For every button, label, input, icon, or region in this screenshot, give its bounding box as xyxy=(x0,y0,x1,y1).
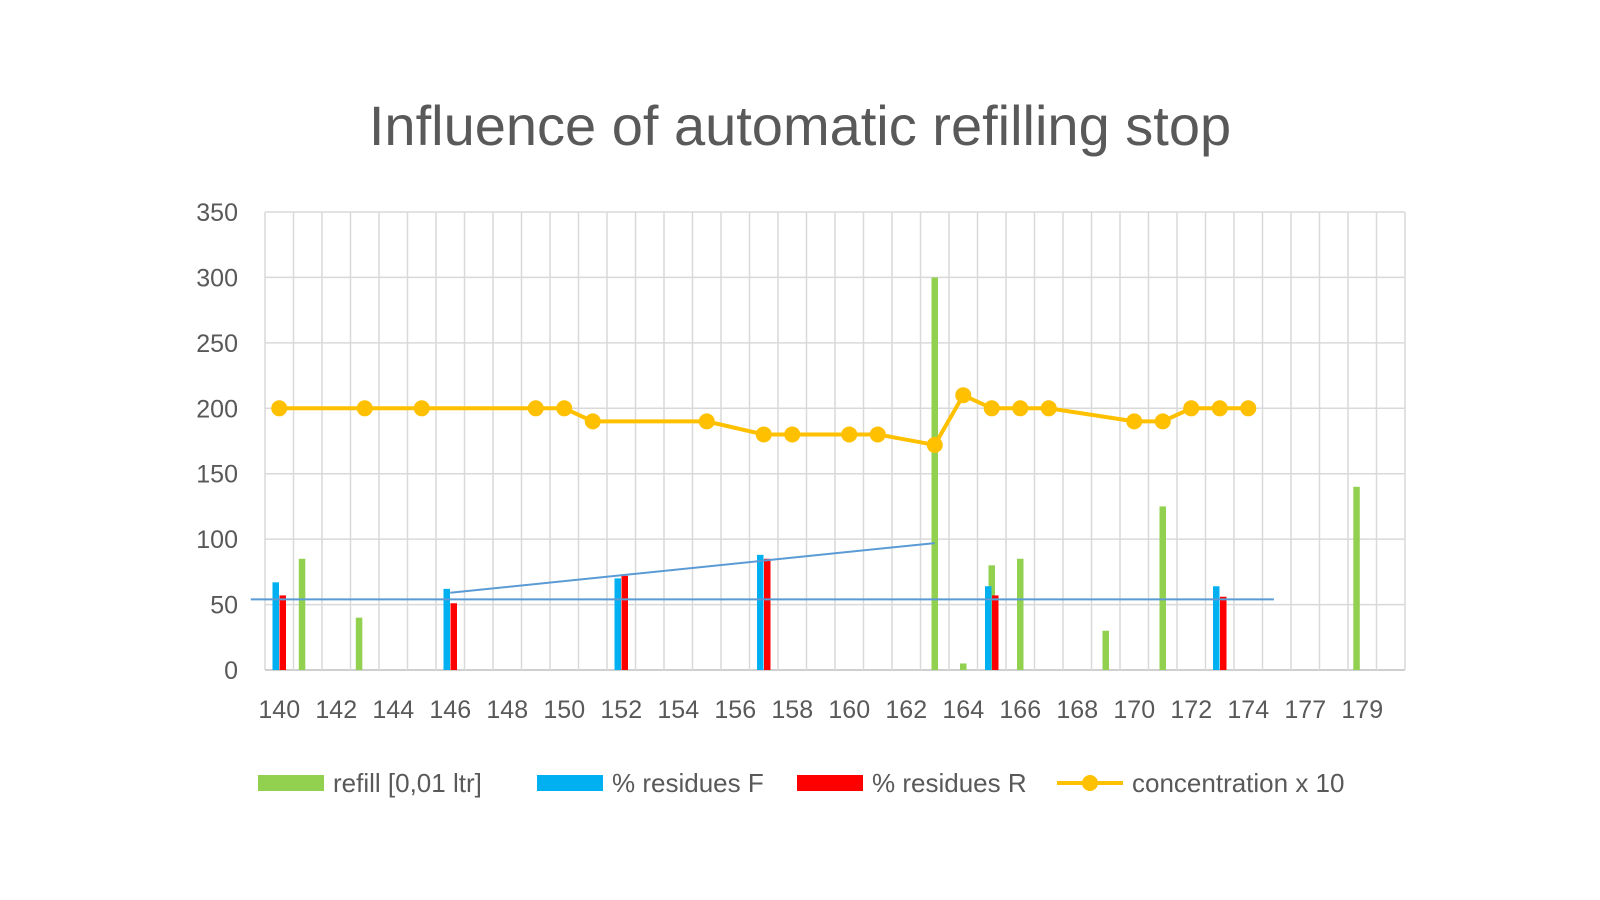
line-point xyxy=(1126,413,1143,430)
line-point xyxy=(584,413,601,430)
bar-residues-r xyxy=(992,595,999,670)
bar-residues-r xyxy=(279,595,286,670)
legend-item: refill [0,01 ltr] xyxy=(258,768,482,798)
legend: refill [0,01 ltr] % residues F % residues … xyxy=(258,768,1344,798)
x-tick-label: 162 xyxy=(885,696,927,724)
x-tick-label: 150 xyxy=(543,696,585,724)
x-tick-label: 168 xyxy=(1056,696,1098,724)
legend-item: % residues F xyxy=(537,768,764,798)
x-tick-label: 140 xyxy=(258,696,300,724)
y-tick-label: 250 xyxy=(196,330,238,358)
bar-residues-f xyxy=(272,582,279,670)
bar-residues-f xyxy=(443,588,450,670)
x-tick-label: 164 xyxy=(942,696,984,724)
x-tick-label: 144 xyxy=(372,696,414,724)
legend-label: % residues R xyxy=(872,768,1027,798)
line-point xyxy=(527,400,544,417)
line-point xyxy=(356,400,373,417)
y-tick-label: 300 xyxy=(196,264,238,292)
bar-refill-0-01-ltr xyxy=(960,663,967,670)
bar-refill-0-01-ltr xyxy=(988,565,995,670)
legend-item: % residues R xyxy=(797,768,1027,798)
x-tick-label: 177 xyxy=(1284,696,1326,724)
line-point xyxy=(841,426,858,443)
bar-refill-0-01-ltr xyxy=(1102,630,1109,670)
x-tick-label: 179 xyxy=(1341,696,1383,724)
line-point xyxy=(955,387,972,404)
legend-item: concentration x 10 xyxy=(1057,768,1344,798)
y-tick-label: 100 xyxy=(196,526,238,554)
line-point xyxy=(1211,400,1228,417)
line-point xyxy=(556,400,573,417)
x-tick-label: 170 xyxy=(1113,696,1155,724)
bar-residues-r xyxy=(450,603,457,670)
x-tick-label: 146 xyxy=(429,696,471,724)
y-axis-ticks: 0 50 100 150 200 250 300 350 xyxy=(196,199,238,685)
bar-residues-f xyxy=(985,586,992,670)
line-point xyxy=(755,426,772,443)
y-tick-label: 200 xyxy=(196,395,238,423)
bar-residues-f xyxy=(614,578,621,670)
bar-residues-r xyxy=(764,558,771,670)
legend-swatch xyxy=(797,775,863,791)
x-tick-label: 158 xyxy=(771,696,813,724)
legend-swatch xyxy=(258,775,324,791)
bar-refill-0-01-ltr xyxy=(931,277,938,670)
line-point xyxy=(983,400,1000,417)
bar-refill-0-01-ltr xyxy=(355,617,363,670)
line-point xyxy=(1183,400,1200,417)
bar-refill-0-01-ltr xyxy=(298,558,306,670)
bar-refill-0-01-ltr xyxy=(1353,486,1360,670)
line-point xyxy=(1154,413,1171,430)
legend-swatch-marker xyxy=(1082,775,1098,791)
x-tick-label: 156 xyxy=(714,696,756,724)
line-point xyxy=(926,436,943,453)
gridlines xyxy=(264,211,1406,671)
legend-label: concentration x 10 xyxy=(1132,768,1344,798)
line-point xyxy=(1012,400,1029,417)
x-tick-label: 166 xyxy=(999,696,1041,724)
bar-residues-r xyxy=(1220,596,1227,670)
bar-marks xyxy=(272,277,1360,670)
line-marks xyxy=(271,387,1257,453)
x-tick-label: 172 xyxy=(1170,696,1212,724)
line-point xyxy=(1240,400,1257,417)
x-tick-label: 174 xyxy=(1227,696,1269,724)
y-tick-label: 0 xyxy=(224,657,238,685)
x-tick-label: 142 xyxy=(315,696,357,724)
bar-residues-f xyxy=(757,554,764,670)
annotation-line xyxy=(450,542,935,594)
y-tick-label: 150 xyxy=(196,461,238,489)
line-point xyxy=(271,400,288,417)
bar-residues-r xyxy=(621,575,628,670)
line-point xyxy=(1040,400,1057,417)
legend-label: refill [0,01 ltr] xyxy=(333,768,482,798)
x-tick-label: 152 xyxy=(600,696,642,724)
bar-refill-0-01-ltr xyxy=(1017,558,1024,670)
legend-label: % residues F xyxy=(612,768,764,798)
y-tick-label: 350 xyxy=(196,199,238,227)
line-point xyxy=(784,426,801,443)
x-tick-label: 160 xyxy=(828,696,870,724)
bar-refill-0-01-ltr xyxy=(1159,506,1166,670)
line-point xyxy=(869,426,886,443)
y-tick-label: 50 xyxy=(210,592,238,620)
annotation-lines xyxy=(250,542,1274,601)
x-tick-label: 154 xyxy=(657,696,699,724)
line-point xyxy=(698,413,715,430)
line-point xyxy=(413,400,430,417)
chart-title: Influence of automatic refilling stop xyxy=(369,94,1231,157)
x-axis-ticks: 140 142 144 146 148 150 152 154 156 158 160 162 164 1… xyxy=(258,696,1383,724)
x-tick-label: 148 xyxy=(486,696,528,724)
legend-swatch xyxy=(537,775,603,791)
bar-residues-f xyxy=(1213,586,1220,670)
